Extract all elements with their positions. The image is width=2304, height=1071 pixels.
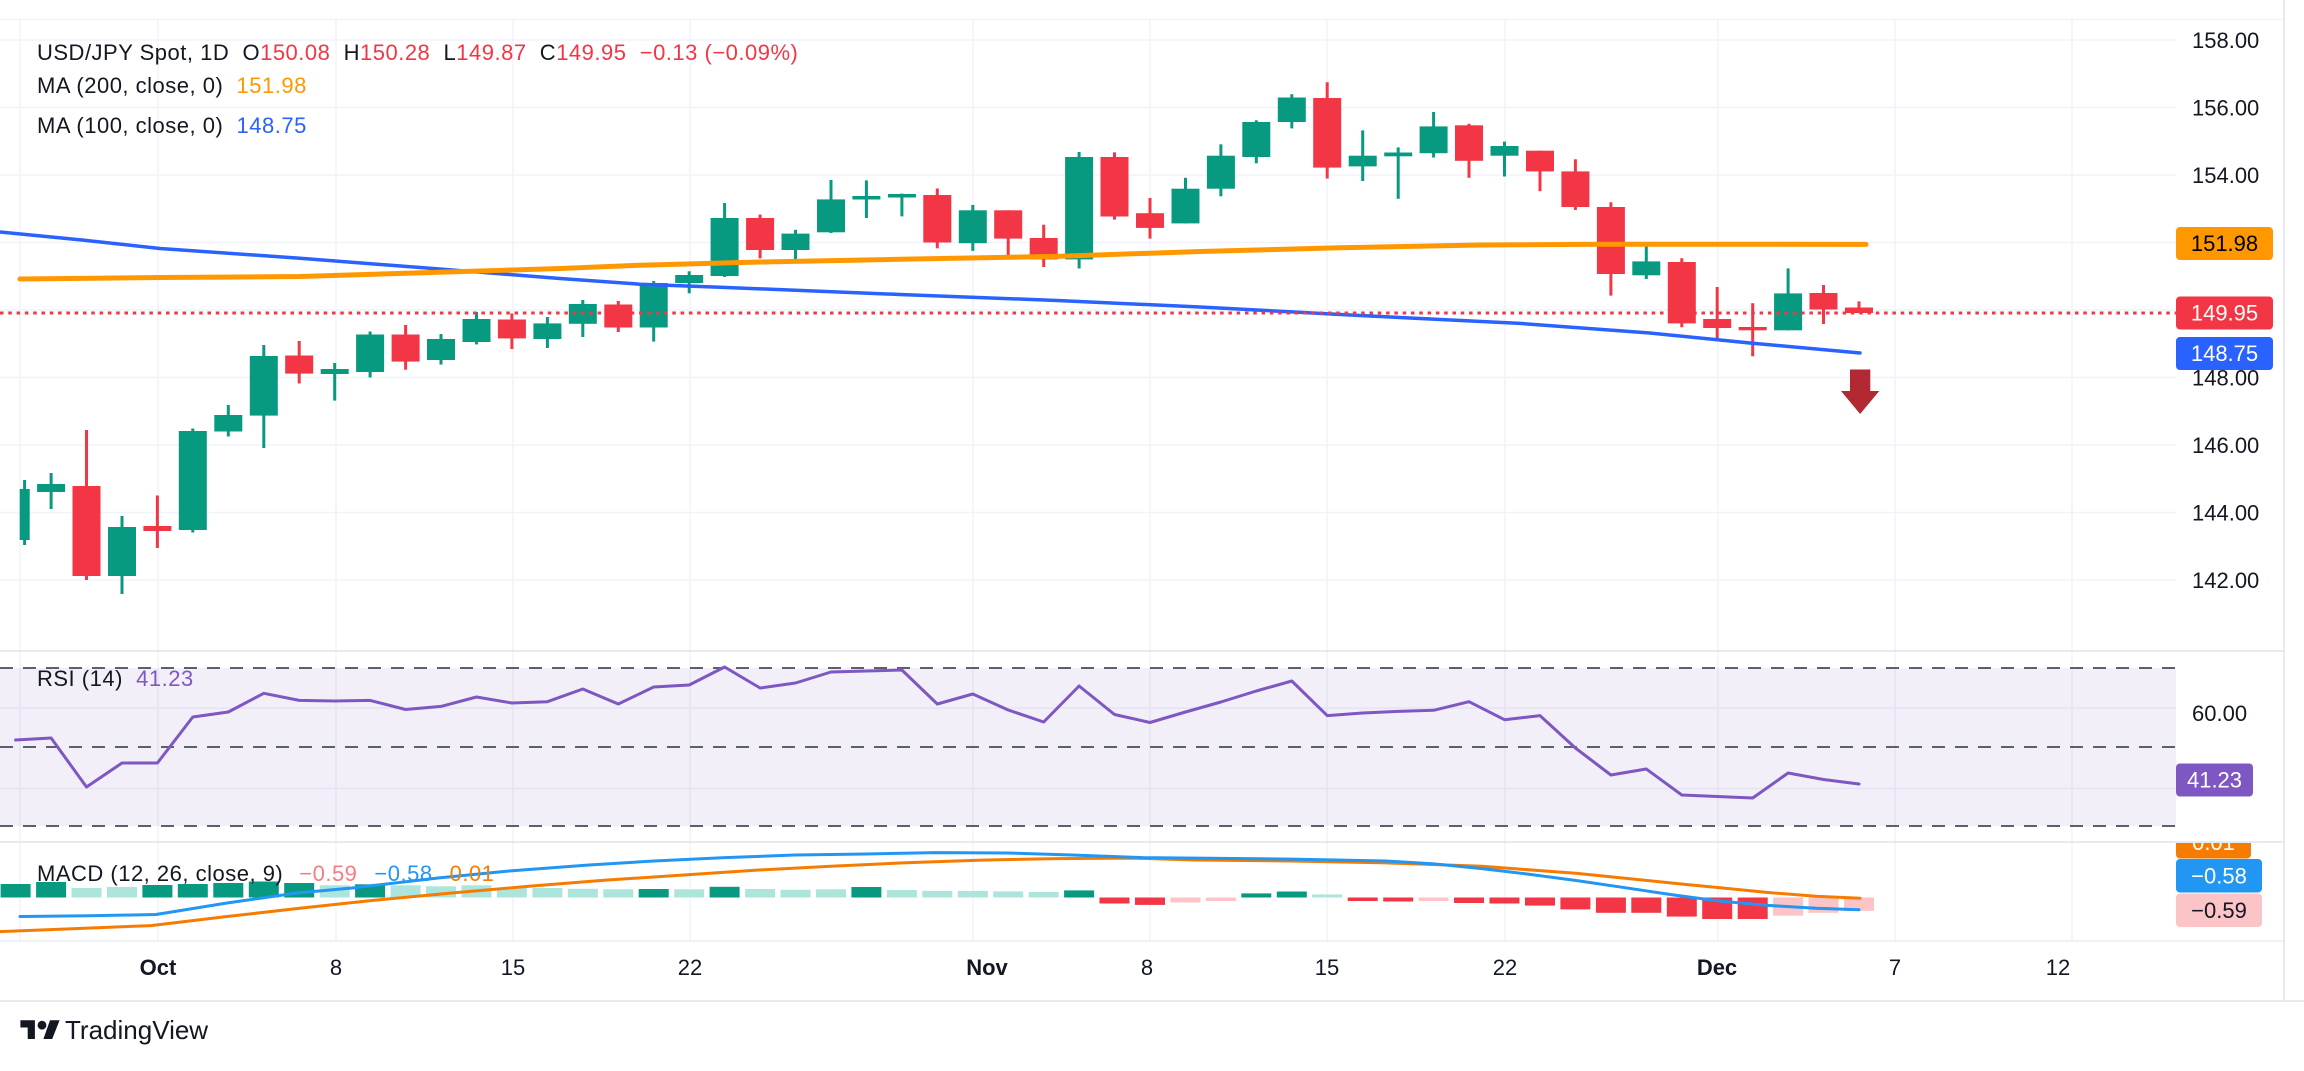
svg-text:156.00: 156.00: [2192, 96, 2259, 121]
svg-text:Dec: Dec: [1697, 955, 1737, 980]
svg-text:60.00: 60.00: [2192, 701, 2247, 726]
svg-text:22: 22: [1493, 955, 1517, 980]
svg-text:Nov: Nov: [966, 955, 1008, 980]
svg-text:144.00: 144.00: [2192, 501, 2259, 526]
svg-text:MACD (12, 26, close, 9)−0.59−0: MACD (12, 26, close, 9) −0.59 −0.58 0.01: [37, 861, 494, 886]
svg-text:158.00: 158.00: [2192, 28, 2259, 53]
svg-text:RSI (14) 41.23: RSI (14) 41.23: [37, 666, 194, 691]
svg-text:7: 7: [1889, 955, 1901, 980]
svg-text:−0.58: −0.58: [2191, 863, 2247, 888]
svg-text:15: 15: [1315, 955, 1339, 980]
svg-text:0.01: 0.01: [2192, 830, 2235, 855]
svg-text:22: 22: [678, 955, 702, 980]
svg-text:154.00: 154.00: [2192, 163, 2259, 188]
svg-text:15: 15: [501, 955, 525, 980]
svg-text:MA (200, close, 0) 151.98: MA (200, close, 0) 151.98: [37, 73, 307, 98]
svg-text:148.75: 148.75: [2191, 341, 2258, 366]
svg-text:146.00: 146.00: [2192, 433, 2259, 458]
svg-text:Oct: Oct: [140, 955, 177, 980]
svg-text:151.98: 151.98: [2191, 231, 2258, 256]
svg-text:TradingView: TradingView: [65, 1015, 208, 1045]
svg-text:USD/JPY Spot, 1D O150.08 H15: USD/JPY Spot, 1D O150.08 H150.28 L149.87…: [37, 40, 798, 65]
svg-text:8: 8: [1141, 955, 1153, 980]
svg-text:41.23: 41.23: [2187, 768, 2242, 793]
svg-text:−0.59: −0.59: [2191, 898, 2247, 923]
svg-text:149.95: 149.95: [2191, 301, 2258, 326]
svg-text:8: 8: [330, 955, 342, 980]
svg-text:MA (100, close, 0) 148.75: MA (100, close, 0) 148.75: [37, 113, 307, 138]
svg-text:142.00: 142.00: [2192, 568, 2259, 593]
svg-text:12: 12: [2046, 955, 2070, 980]
